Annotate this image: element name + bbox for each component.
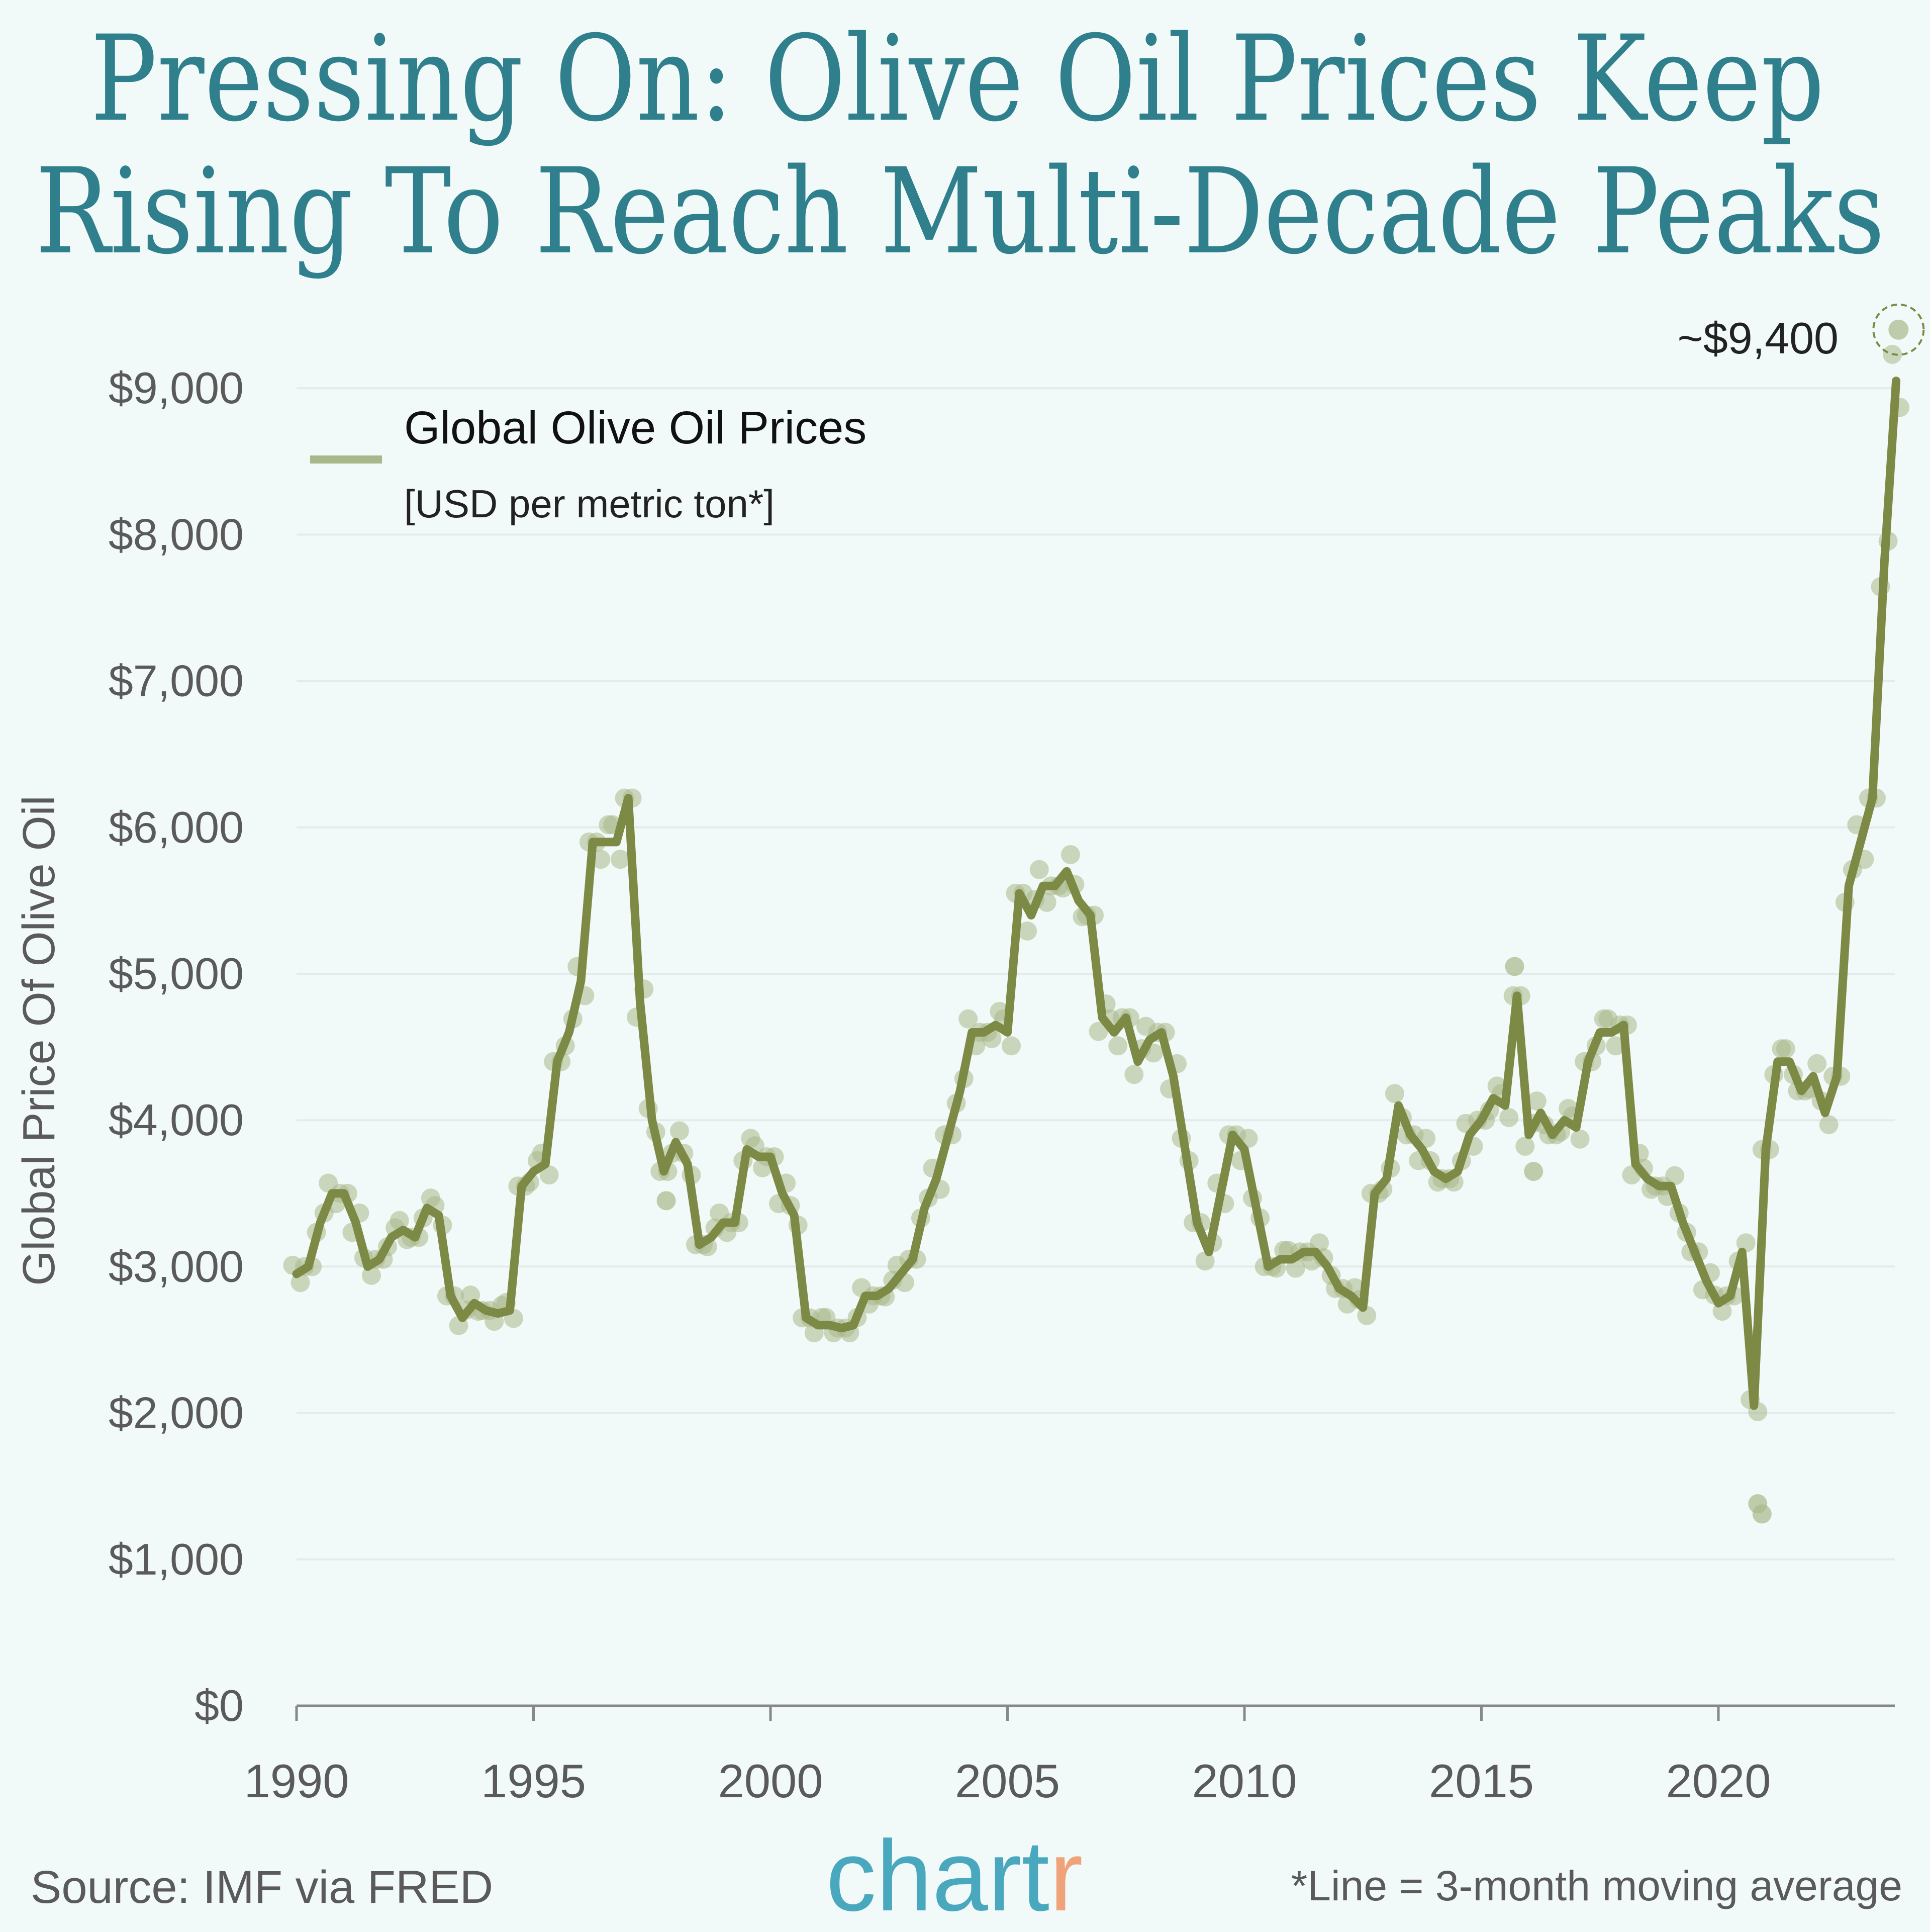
data-point: [1002, 1036, 1021, 1056]
x-tick-label: 2000: [718, 1755, 823, 1807]
y-tick-label: $9,000: [109, 363, 244, 413]
x-axis: 1990 1995 2000 2005 2010 2015 2020: [244, 1704, 1895, 1807]
data-point: [1819, 1115, 1839, 1135]
data-point: [611, 850, 630, 869]
data-point: [1029, 860, 1049, 879]
data-point: [539, 1165, 559, 1185]
y-tick-label: $1,000: [109, 1534, 244, 1584]
title-line-1: Pressing On: Olive Oil Prices Keep: [90, 11, 1824, 148]
data-point: [1524, 1162, 1543, 1181]
x-tick-label: 2015: [1429, 1755, 1534, 1807]
y-tick-label: $2,000: [109, 1388, 244, 1438]
source: Source: IMF via FRED: [31, 1862, 493, 1913]
y-tick-labels: $0 $1,000 $2,000 $3,000 $4,000 $5,000 $6,000 $7…: [109, 363, 244, 1730]
peak-point: [1888, 319, 1909, 340]
x-tick-label: 1990: [244, 1755, 349, 1807]
y-tick-label: $8,000: [109, 509, 244, 559]
data-point: [1752, 1504, 1772, 1524]
data-point: [1060, 845, 1080, 864]
data-point: [1499, 1108, 1519, 1127]
peak-annotation: ~$9,400: [1677, 313, 1839, 363]
x-tick-label: 2020: [1666, 1755, 1771, 1807]
x-tick-label: 2005: [955, 1755, 1060, 1807]
data-point: [1527, 1091, 1547, 1111]
data-point: [1606, 1036, 1625, 1056]
y-axis-label: Global Price Of Olive Oil: [14, 795, 64, 1285]
data-point: [1385, 1084, 1404, 1103]
y-tick-label: $3,000: [109, 1241, 244, 1291]
data-point: [958, 1009, 978, 1029]
data-point: [390, 1211, 409, 1230]
data-point: [1515, 1137, 1535, 1156]
data-point: [1108, 1036, 1128, 1056]
legend-label: Global Olive Oil Prices: [404, 402, 866, 453]
y-tick-label: $7,000: [109, 656, 244, 706]
x-tick-label: 1995: [481, 1755, 586, 1807]
x-tick-label: 2010: [1192, 1755, 1297, 1807]
data-point: [1807, 1054, 1827, 1073]
data-point: [1018, 921, 1037, 941]
y-tick-label: $5,000: [109, 949, 244, 998]
data-point: [1776, 1039, 1795, 1059]
legend-unit: [USD per metric ton*]: [404, 482, 775, 526]
data-point: [1309, 1233, 1329, 1253]
y-tick-label: $0: [195, 1681, 244, 1730]
data-point: [1736, 1233, 1756, 1253]
peak-highlight-ring: [1872, 303, 1925, 356]
data-point: [656, 1191, 676, 1211]
y-tick-label: $6,000: [109, 802, 244, 852]
series-line: [292, 377, 1901, 1410]
data-point: [1505, 957, 1524, 976]
chartr-logo: chartr: [826, 1820, 1083, 1932]
data-point: [1570, 1129, 1590, 1149]
data-point: [1195, 1251, 1215, 1271]
y-tick-label: $4,000: [109, 1095, 244, 1145]
title-line-2: Rising To Reach Multi-Decade Peaks: [35, 143, 1885, 281]
data-point: [1089, 1022, 1108, 1041]
data-point: [1665, 1166, 1685, 1185]
data-point: [1124, 1065, 1144, 1084]
data-point: [591, 850, 611, 869]
data-point: [669, 1121, 689, 1141]
footnote: *Line = 3-month moving average: [1291, 1862, 1902, 1909]
